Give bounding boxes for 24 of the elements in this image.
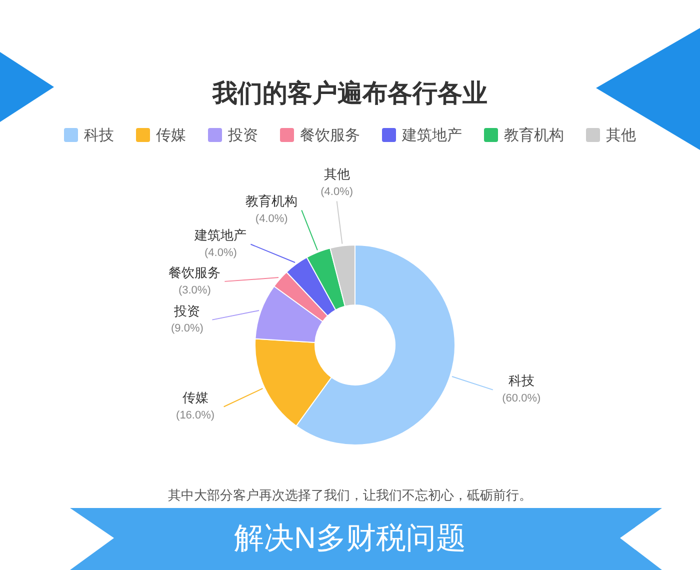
slice-label: 传媒 (182, 390, 208, 406)
text: 解决N多财税问题 (234, 522, 466, 555)
legend-label: 教育机构 (504, 126, 564, 144)
legend-label: 科技 (84, 126, 114, 144)
slice-label: 餐饮服务 (168, 264, 221, 280)
slice-label: 投资 (173, 303, 200, 318)
legend-label: 投资 (227, 126, 258, 144)
text: 其中大部分客户再次选择了我们，让我们不忘初心，砥砺前行。 (168, 487, 532, 502)
slice-label: 科技 (508, 373, 534, 388)
legend-label: 传媒 (156, 126, 186, 144)
legend-label: 餐饮服务 (300, 126, 360, 144)
chart-title: 我们的客户遍布各行各业 (212, 80, 488, 108)
data-label: (4.0%) (320, 186, 354, 198)
data-label: (16.0%) (176, 410, 215, 422)
data-label: (4.0%) (204, 247, 237, 260)
slice-label: 其他 (324, 166, 350, 182)
legend-label: 其他 (606, 126, 636, 144)
legend-label: 建筑地产 (401, 126, 462, 144)
data-label: (60.0%) (502, 392, 541, 405)
data-label: (9.0%) (171, 322, 204, 335)
data-label: (4.0%) (255, 213, 288, 226)
data-label: (3.0%) (178, 284, 211, 296)
slice-label: 建筑地产 (194, 228, 247, 243)
slice-label: 教育机构 (246, 194, 298, 209)
